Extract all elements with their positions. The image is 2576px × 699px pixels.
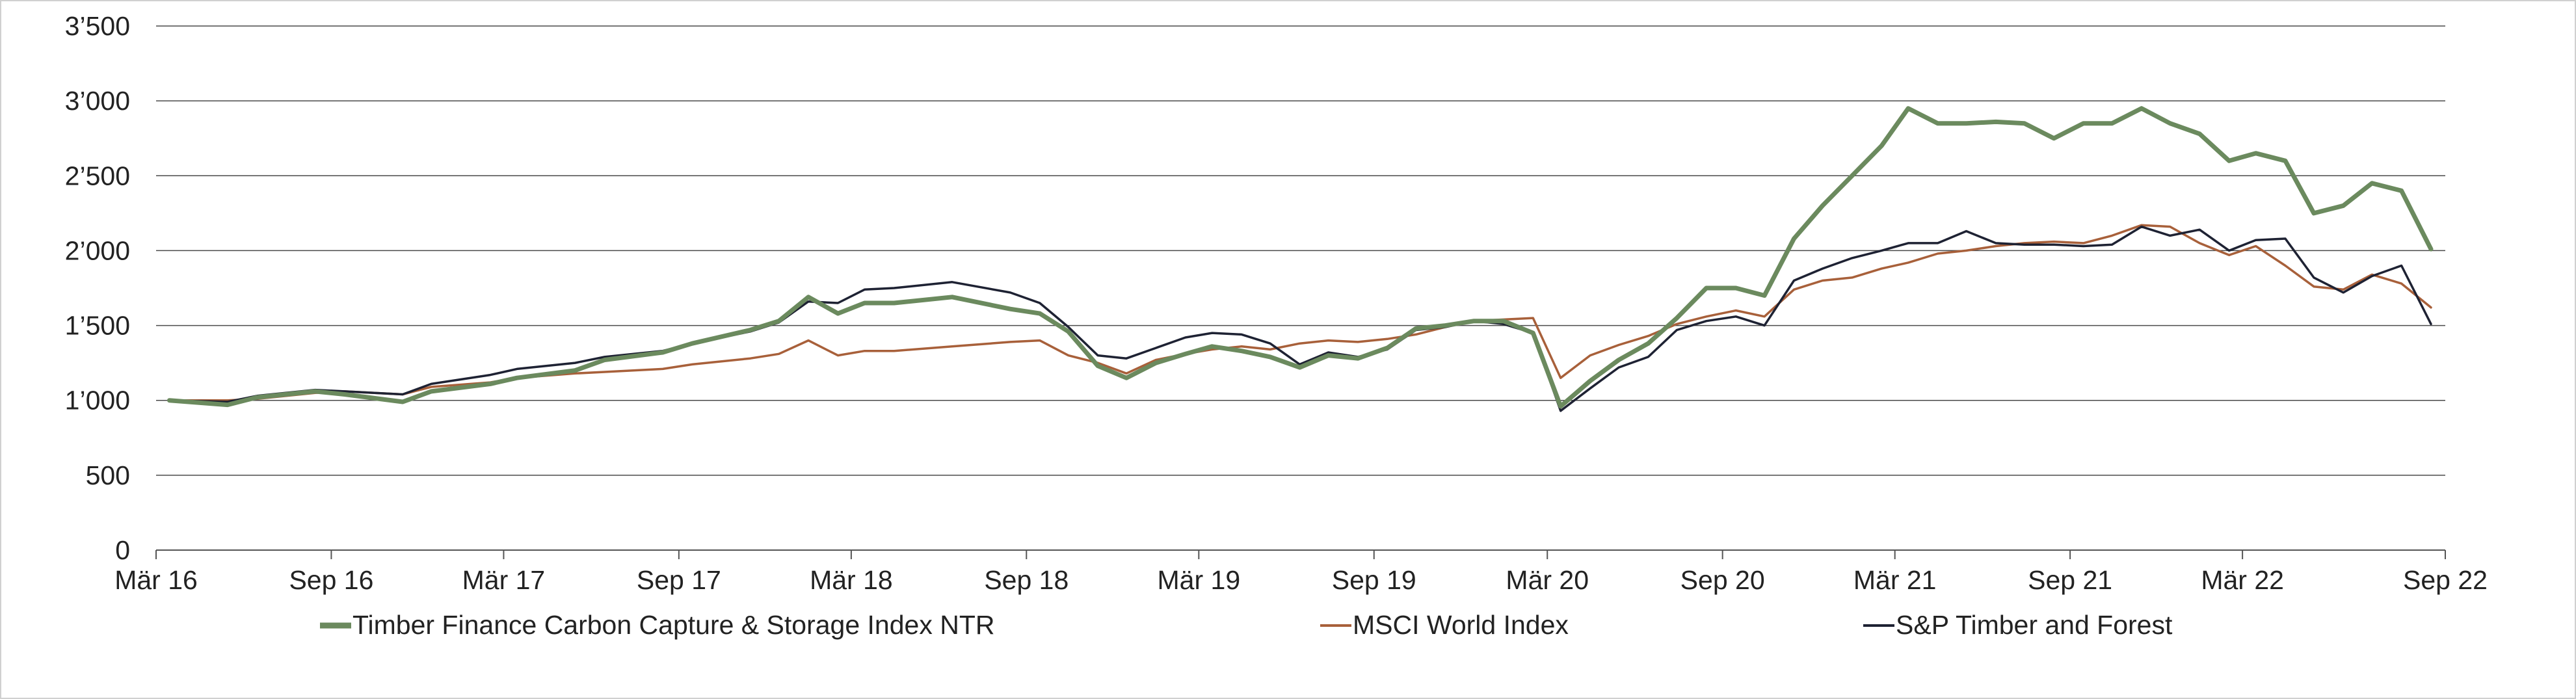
- gridlines: [156, 25, 2445, 476]
- series-line-0: [167, 106, 2434, 409]
- x-tick-label: Sep 20: [1680, 565, 1765, 595]
- legend-label: MSCI World Index: [1353, 610, 1569, 640]
- x-tick-label: Mär 20: [1506, 565, 1589, 595]
- series-lines: [167, 106, 2434, 412]
- x-tick-label: Mär 19: [1158, 565, 1241, 595]
- x-tick-label: Sep 16: [289, 565, 373, 595]
- x-tick-label: Mär 18: [810, 565, 893, 595]
- y-tick-label: 3’000: [65, 86, 130, 116]
- legend: Timber Finance Carbon Capture & Storage …: [320, 610, 2173, 640]
- legend-label: Timber Finance Carbon Capture & Storage …: [352, 610, 994, 640]
- series-line-1: [168, 224, 2432, 402]
- y-tick-label: 2’000: [65, 235, 130, 265]
- y-tick-label: 1’000: [65, 386, 130, 415]
- x-axis: Mär 16 Sep 16 Mär 17 Sep 17 Mär 18 Sep 18 Mär …: [114, 549, 2488, 595]
- y-tick-label: 500: [86, 460, 130, 490]
- x-tick-label: Mär 21: [1853, 565, 1937, 595]
- x-tick-label: Sep 19: [1332, 565, 1416, 595]
- y-axis: 0 500 1’000 1’500 2’000 2’500 3’000 3’500: [65, 11, 130, 565]
- x-tick-label: Mär 22: [2201, 565, 2284, 595]
- x-tick-label: Sep 18: [984, 565, 1069, 595]
- x-tick-label: Sep 21: [2028, 565, 2112, 595]
- legend-label: S&P Timber and Forest: [1896, 610, 2173, 640]
- x-tick-label: Mär 16: [114, 565, 198, 595]
- y-tick-label: 1’500: [65, 311, 130, 341]
- x-tick-label: Mär 17: [462, 565, 546, 595]
- y-tick-label: 3’500: [65, 11, 130, 41]
- x-tick-label: Sep 17: [637, 565, 721, 595]
- x-tick-label: Sep 22: [2403, 565, 2488, 595]
- y-tick-label: 0: [115, 535, 130, 565]
- y-tick-label: 2’500: [65, 161, 130, 191]
